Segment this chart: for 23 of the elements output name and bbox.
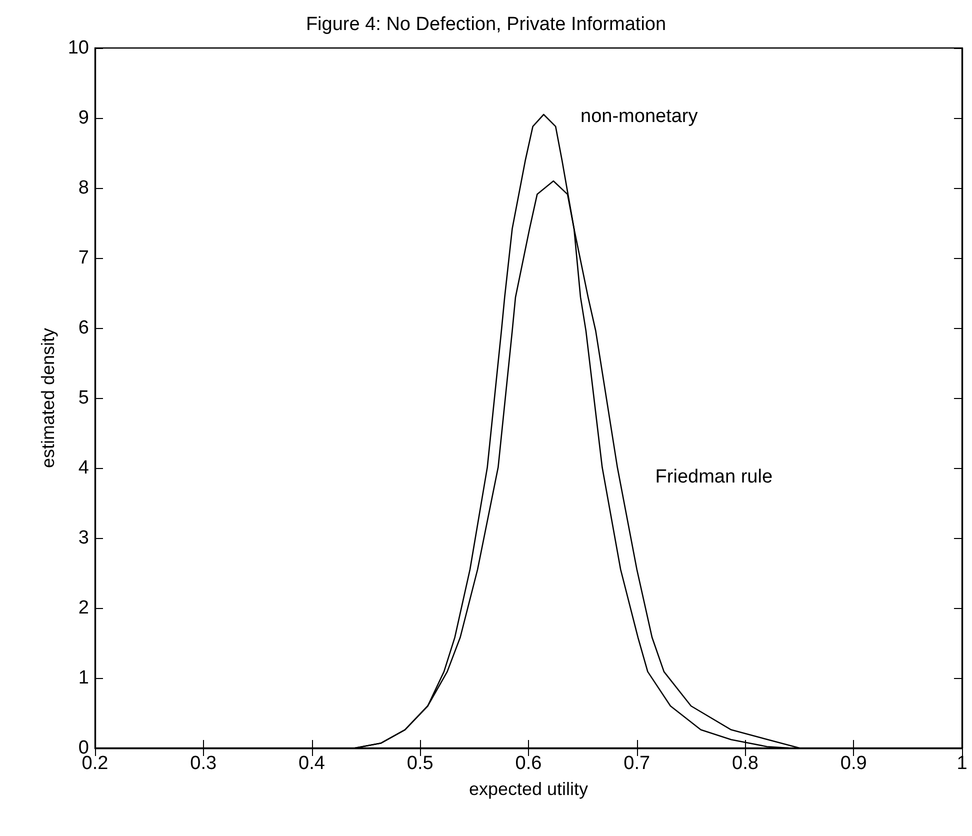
y-tick-label: 10 xyxy=(68,38,89,58)
y-tick-label: 2 xyxy=(78,598,89,618)
y-tick-label: 3 xyxy=(78,528,89,548)
series-label: non-monetary xyxy=(580,106,698,127)
x-tick-label: 0.7 xyxy=(624,753,650,774)
x-tick-label: 0.9 xyxy=(840,753,867,774)
x-tick-label: 0.8 xyxy=(732,753,758,774)
y-axis-title: estimated density xyxy=(38,328,58,468)
x-tick-label: 0.5 xyxy=(406,753,434,774)
x-tick-label: 1 xyxy=(956,753,968,774)
x-tick-label: 0.6 xyxy=(515,753,542,774)
y-tick-label: 1 xyxy=(78,668,89,688)
series-label: Friedman rule xyxy=(655,466,773,488)
y-tick-label: 9 xyxy=(78,108,89,128)
x-tick-label: 0.3 xyxy=(190,753,217,774)
y-tick-label: 8 xyxy=(78,178,89,198)
y-tick-label: 7 xyxy=(78,248,89,268)
chart-title: Figure 4: No Defection, Private Information xyxy=(306,14,666,35)
x-axis-title: expected utility xyxy=(468,779,588,799)
y-tick-label: 5 xyxy=(78,388,89,408)
y-tick-label: 4 xyxy=(78,458,90,478)
x-tick-label: 0.4 xyxy=(298,753,326,774)
y-tick-label: 6 xyxy=(78,318,89,338)
